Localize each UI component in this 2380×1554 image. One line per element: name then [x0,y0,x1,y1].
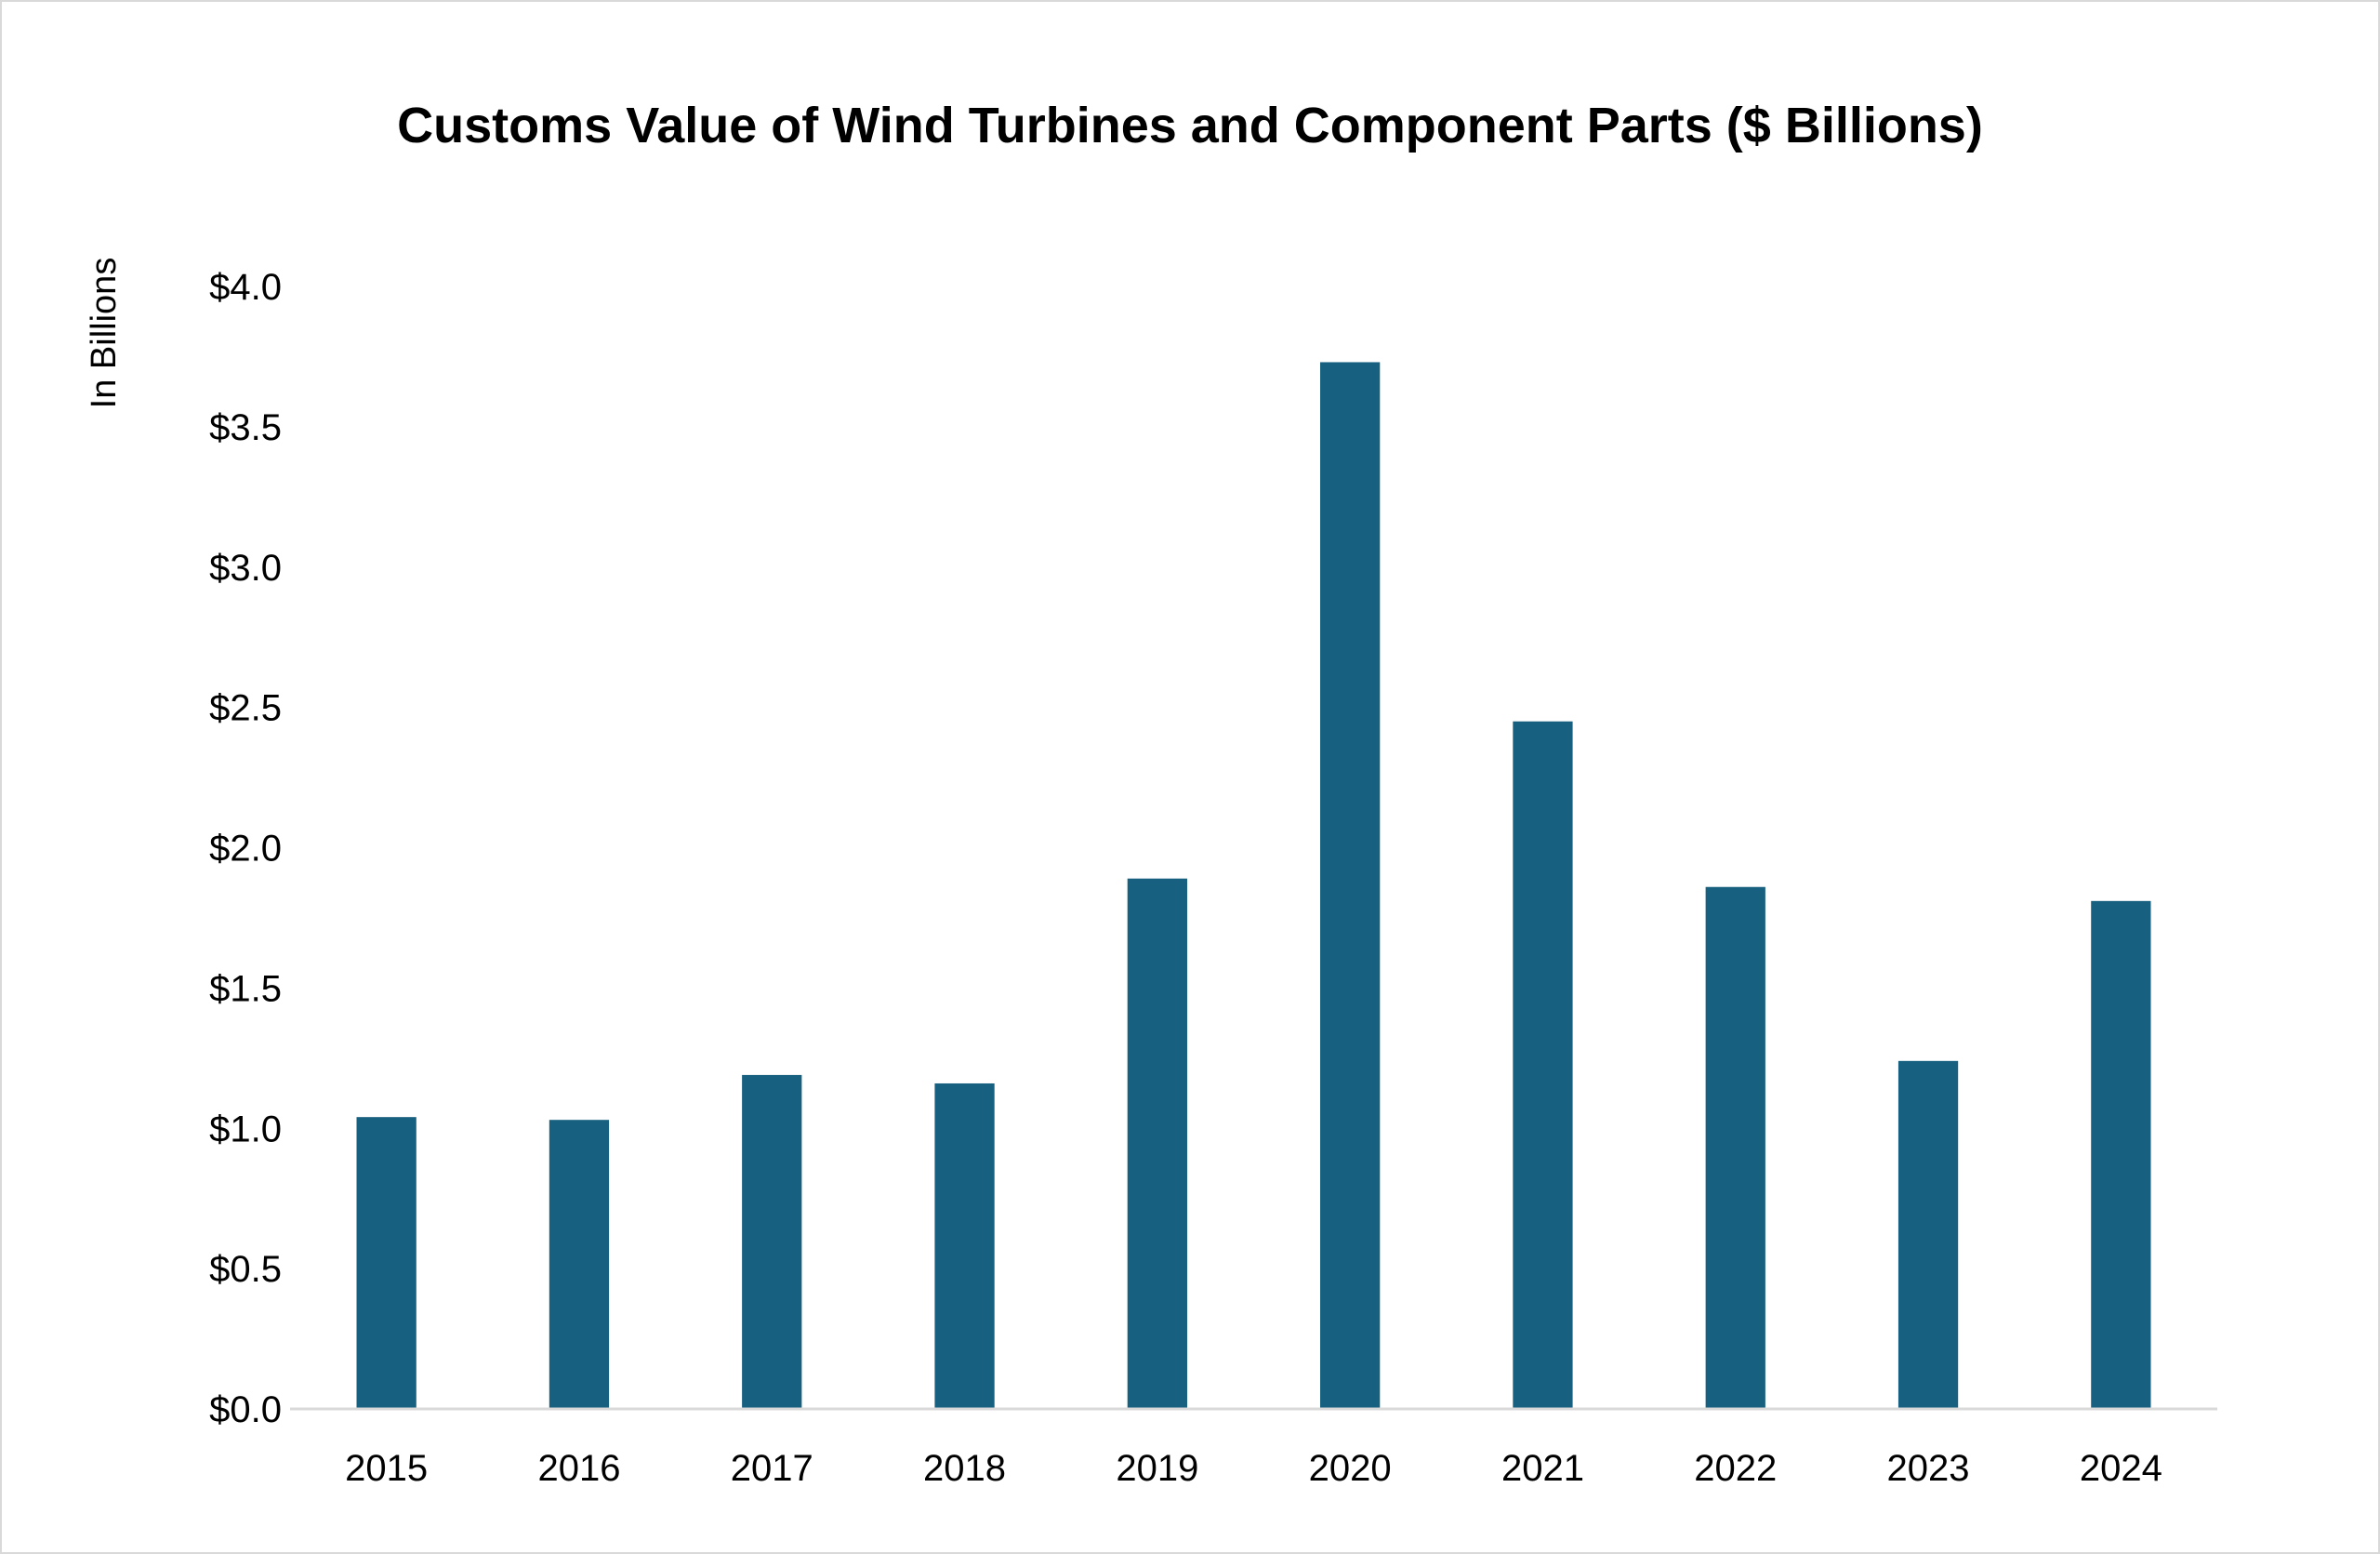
y-tick-label: $1.5 [209,968,282,1009]
x-tick-label: 2020 [1309,1448,1392,1489]
bar-2017 [742,1074,802,1409]
bars [356,362,2151,1409]
x-tick-label: 2017 [731,1448,813,1489]
y-tick-label: $1.0 [209,1109,282,1149]
bar-2022 [1705,886,1765,1409]
bar-2016 [549,1120,610,1409]
y-axis-ticks: $0.0 $0.5 $1.0 $1.5 $2.0 $2.5 $3.0 $3.5 $4.0 [209,267,282,1430]
x-tick-label: 2018 [923,1448,1006,1489]
bar-2023 [1897,1060,1959,1409]
bar-2019 [1127,878,1187,1409]
bar-2024 [2091,900,2151,1409]
bar-2021 [1513,721,1573,1409]
y-tick-label: $2.5 [209,688,282,729]
x-tick-label: 2019 [1116,1448,1198,1489]
x-tick-label: 2015 [345,1448,428,1489]
y-tick-label: $3.5 [209,407,282,448]
bar-2015 [356,1117,416,1409]
y-tick-label: $4.0 [209,267,282,308]
x-tick-label: 2016 [537,1448,620,1489]
y-axis-label: In Billions [85,258,124,409]
x-tick-label: 2023 [1887,1448,1970,1489]
bar-2020 [1320,362,1381,1409]
x-tick-label: 2024 [2080,1448,2162,1489]
y-tick-label: $3.0 [209,548,282,589]
x-tick-label: 2021 [1501,1448,1584,1489]
y-tick-label: $0.0 [209,1389,282,1430]
y-tick-label: $0.5 [209,1249,282,1290]
x-axis-ticks: 2015 2016 2017 2018 2019 2020 2021 2022 2023 2024 [345,1448,2162,1489]
bar-2018 [934,1082,995,1409]
x-tick-label: 2022 [1694,1448,1777,1489]
chart-title: Customs Value of Wind Turbines and Compo… [397,98,1983,153]
y-tick-label: $2.0 [209,829,282,870]
